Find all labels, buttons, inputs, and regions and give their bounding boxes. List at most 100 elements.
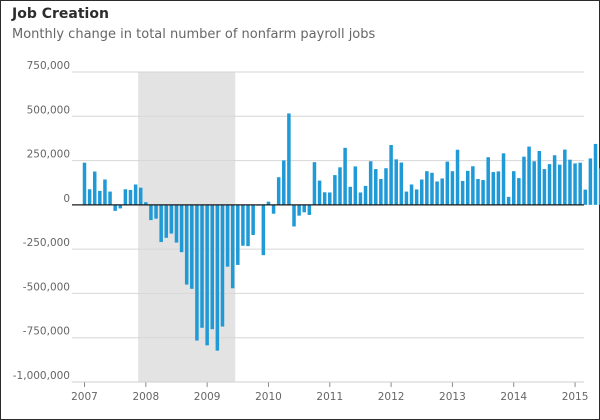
bar <box>312 162 317 205</box>
bar <box>491 172 496 205</box>
bar <box>343 147 347 205</box>
y-tick-label: 0 <box>63 193 70 205</box>
bar <box>113 204 117 211</box>
bar <box>389 144 393 205</box>
bar <box>317 180 322 205</box>
bar <box>333 175 337 205</box>
bar <box>225 204 230 267</box>
bar <box>425 171 429 205</box>
bar <box>251 204 255 235</box>
chart-title: Job Creation <box>12 6 109 22</box>
bar <box>215 204 220 351</box>
bar <box>205 204 209 346</box>
bar <box>445 161 450 205</box>
bar <box>532 161 536 205</box>
bar <box>368 161 373 205</box>
bar <box>501 153 506 205</box>
bar <box>98 190 102 205</box>
bar <box>210 204 214 330</box>
bar <box>460 180 465 205</box>
bar <box>522 156 526 205</box>
y-tick-label: 500,000 <box>27 104 70 116</box>
bar <box>118 204 123 209</box>
bar <box>128 189 133 205</box>
y-tick-label: 750,000 <box>27 60 70 72</box>
bar <box>374 169 378 205</box>
bar <box>138 187 143 205</box>
bar <box>92 171 97 205</box>
x-tick-label: 2011 <box>316 391 343 403</box>
x-tick-label: 2015 <box>562 391 589 403</box>
bar <box>450 171 455 205</box>
bar <box>179 204 184 253</box>
chart-subtitle: Monthly change in total number of nonfar… <box>12 27 376 42</box>
bar <box>103 179 107 205</box>
bar <box>271 204 276 214</box>
x-tick-label: 2014 <box>500 391 527 403</box>
bar <box>174 204 179 243</box>
y-tick-label: -1,000,000 <box>13 370 70 382</box>
bar <box>563 149 567 205</box>
bar <box>573 163 577 205</box>
bar <box>506 196 511 205</box>
x-tick-label: 2008 <box>132 391 159 403</box>
bar <box>353 166 358 205</box>
bar <box>144 202 148 205</box>
bar <box>517 178 521 205</box>
x-tick-label: 2009 <box>194 391 221 403</box>
bar <box>328 192 332 205</box>
bar <box>287 113 291 205</box>
bar <box>537 151 542 205</box>
bar <box>149 204 153 221</box>
x-tick-label: 2007 <box>71 391 98 403</box>
bar <box>348 186 352 205</box>
bar <box>241 204 245 246</box>
bar <box>133 184 138 205</box>
bar <box>552 155 557 205</box>
bar <box>195 204 199 341</box>
bar <box>266 201 271 205</box>
bar <box>338 167 342 205</box>
bar <box>420 179 424 205</box>
bar <box>236 204 240 265</box>
bar <box>481 180 485 205</box>
bar <box>557 164 562 205</box>
bar <box>169 204 174 234</box>
bar <box>496 171 501 205</box>
bar <box>476 178 480 205</box>
x-tick-label: 2010 <box>255 391 282 403</box>
bar <box>261 204 266 256</box>
bar <box>578 162 582 205</box>
bar <box>246 204 250 247</box>
bar <box>307 204 312 215</box>
bar <box>455 149 460 205</box>
bar <box>322 192 327 205</box>
bar <box>414 189 419 205</box>
bar <box>230 204 235 289</box>
y-tick-label: -750,000 <box>23 326 70 338</box>
bar <box>430 172 434 205</box>
bar <box>87 189 92 205</box>
bar <box>542 169 547 205</box>
bar <box>302 204 306 213</box>
y-tick-label: 250,000 <box>27 149 70 161</box>
bar <box>154 204 158 219</box>
bar <box>220 204 225 327</box>
bar <box>200 204 204 328</box>
bar <box>394 159 398 205</box>
bar <box>471 166 475 205</box>
bar <box>358 192 363 205</box>
bar <box>486 157 490 205</box>
bar <box>547 164 552 205</box>
bar <box>292 204 296 227</box>
bar <box>190 204 194 289</box>
bar <box>399 162 404 205</box>
y-tick-label: -250,000 <box>23 237 70 249</box>
bar <box>440 178 444 205</box>
bar <box>379 178 383 205</box>
bar <box>164 204 169 238</box>
bar <box>184 204 189 285</box>
bar <box>435 181 439 205</box>
bar <box>159 204 163 243</box>
